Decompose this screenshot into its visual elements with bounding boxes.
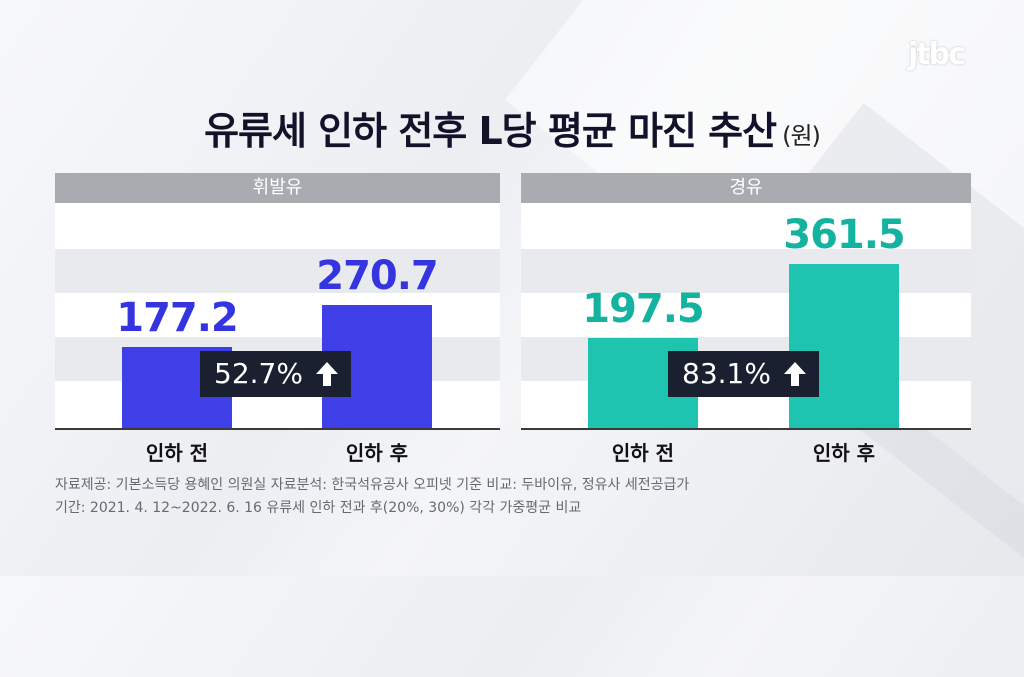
bar-value-label: 177.2	[116, 295, 239, 341]
arrow-up-icon	[783, 362, 806, 386]
bar-value-label: 361.5	[783, 212, 906, 258]
bar-value-label: 270.7	[316, 253, 439, 299]
x-tick-label: 인하 후	[345, 441, 409, 465]
broadcaster-logo: jtbc	[908, 37, 966, 72]
chart-title-text: 유류세 인하 전후 L당 평균 마진 추산	[204, 109, 777, 153]
diesel-chart-panel: 경유 197.5 인하 전 361.5 인하 후 83.1%	[521, 173, 971, 465]
gasoline-chart-panel: 휘발유 177.2 인하 전 270.7 인하 후 52.7%	[55, 173, 500, 465]
gridline-band	[55, 249, 500, 293]
bar-value-label: 197.5	[582, 286, 705, 332]
change-badge: 83.1%	[668, 351, 819, 397]
change-percent-label: 52.7%	[214, 357, 303, 390]
panel-header-diesel: 경유	[521, 173, 971, 203]
panel-header-gasoline: 휘발유	[55, 173, 500, 203]
unit-label: (원)	[782, 122, 821, 150]
x-tick-label: 인하 전	[145, 441, 209, 465]
bar-after	[789, 264, 899, 428]
arrow-up-icon	[315, 362, 338, 386]
x-tick-label: 인하 전	[611, 441, 675, 465]
change-badge: 52.7%	[200, 351, 351, 397]
period-note: 기간: 2021. 4. 12~2022. 6. 16 유류세 인하 전과 후(…	[55, 500, 582, 516]
change-percent-label: 83.1%	[682, 357, 771, 390]
source-note: 자료제공: 기본소득당 용혜인 의원실 자료분석: 한국석유공사 오피넷 기준 …	[55, 477, 690, 493]
chart-title: 유류세 인하 전후 L당 평균 마진 추산 (원)	[0, 100, 1024, 155]
x-axis-baseline	[521, 428, 971, 430]
x-tick-label: 인하 후	[812, 441, 876, 465]
x-axis-baseline	[55, 428, 500, 430]
